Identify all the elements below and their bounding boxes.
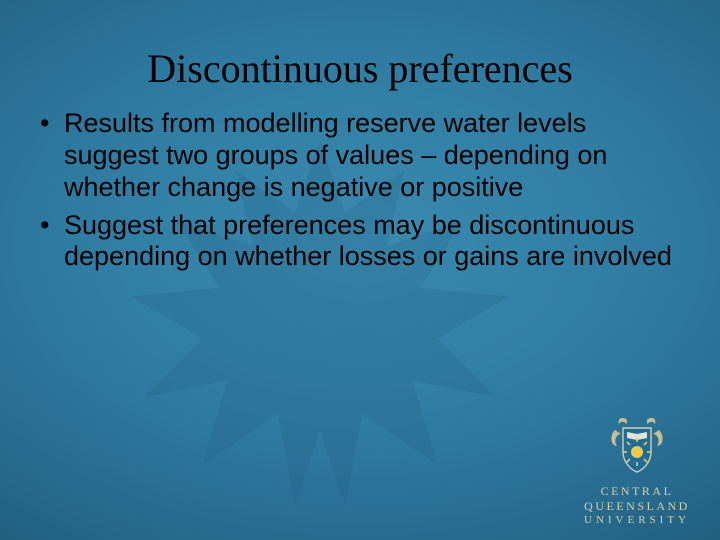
slide: Discontinuous preferences Results from m… — [0, 0, 720, 540]
crest-icon — [609, 416, 665, 480]
bullet-item: Results from modelling reserve water lev… — [36, 108, 672, 204]
slide-title: Discontinuous preferences — [0, 45, 720, 92]
bullet-list: Results from modelling reserve water lev… — [36, 108, 672, 273]
slide-body: Results from modelling reserve water lev… — [36, 108, 672, 279]
logo-line2: UNIVERSITY — [572, 514, 702, 528]
logo-line1: CENTRAL QUEENSLAND — [572, 484, 702, 514]
bullet-item: Suggest that preferences may be disconti… — [36, 210, 672, 274]
university-logo: CENTRAL QUEENSLAND UNIVERSITY — [572, 416, 702, 528]
logo-text: CENTRAL QUEENSLAND UNIVERSITY — [572, 484, 702, 528]
